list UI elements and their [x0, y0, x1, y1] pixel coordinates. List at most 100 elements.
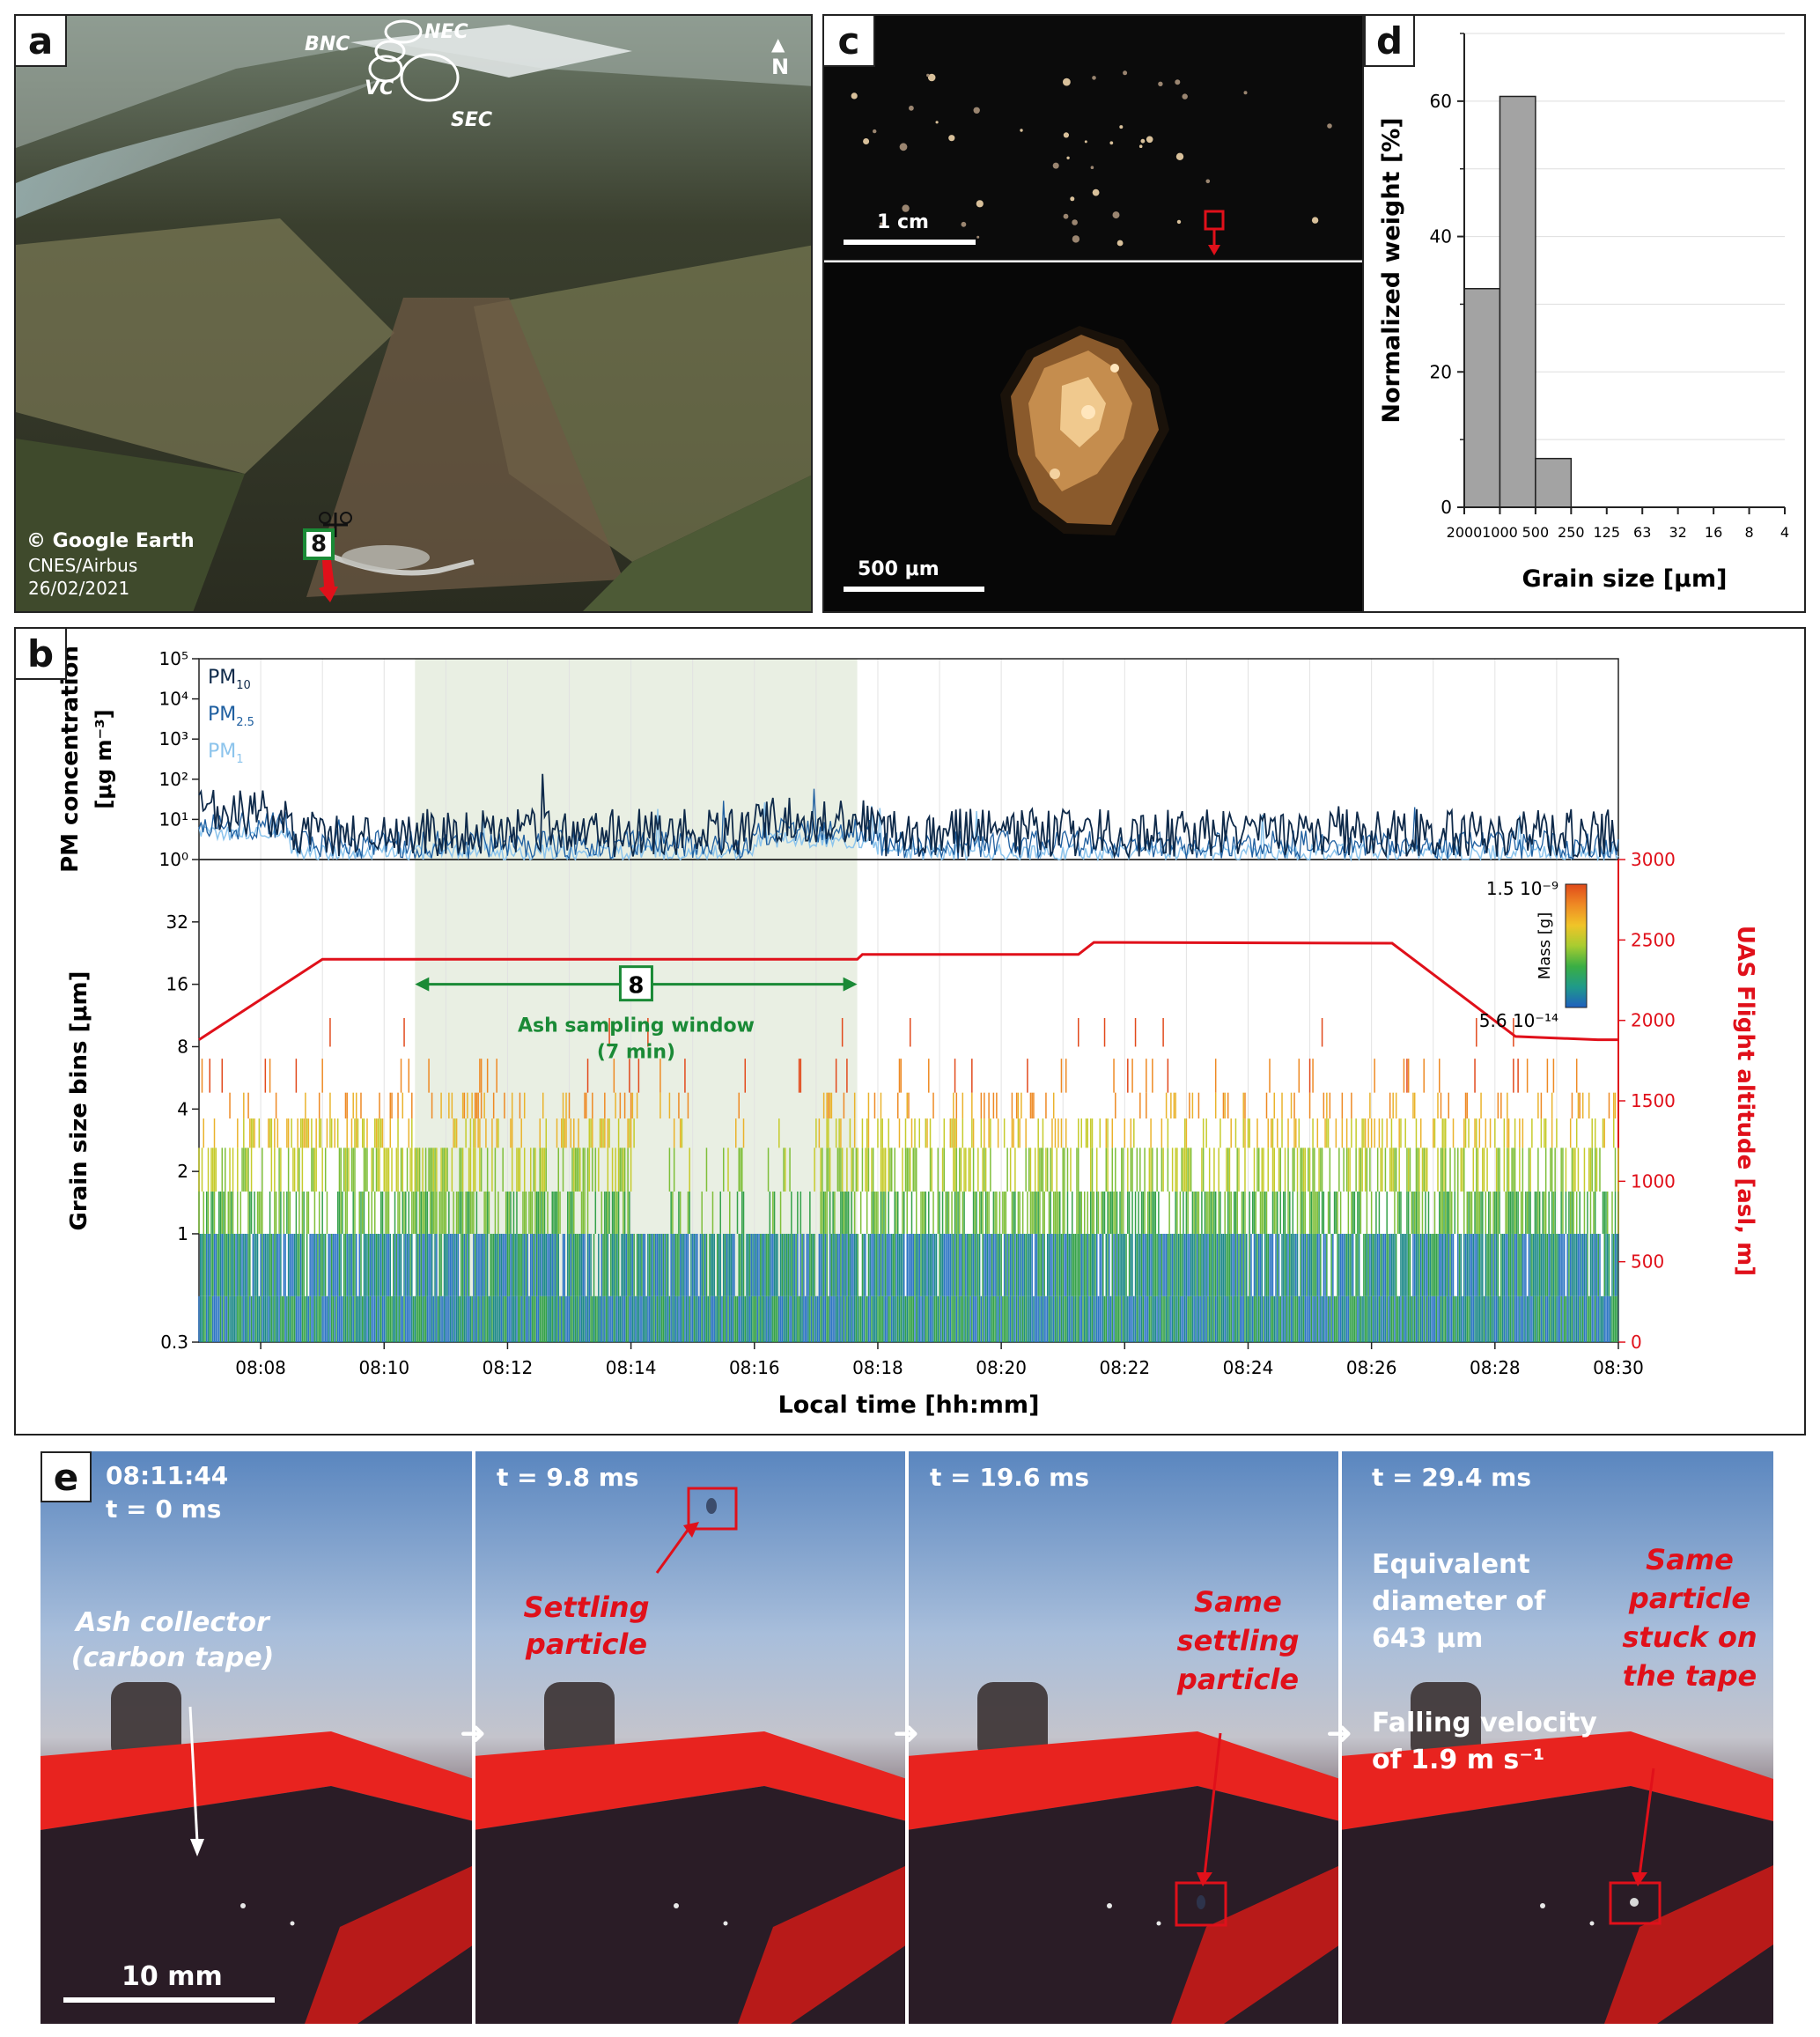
credit-line-1: © Google Earth — [26, 530, 195, 552]
crater-label-vc: VC — [365, 77, 394, 100]
ash-speck — [973, 107, 980, 114]
ash-speck — [1140, 138, 1146, 144]
red-collector-edge — [738, 1865, 907, 2024]
grain-y-tick-label: 4 — [177, 1098, 188, 1119]
ash-speck — [927, 73, 936, 82]
ash-speck — [880, 222, 883, 225]
scale-label-bottom: 500 μm — [858, 558, 939, 580]
y-tick-label: 20 — [1430, 361, 1452, 382]
alt-y-tick-label: 1500 — [1631, 1090, 1676, 1111]
red-collector-edge — [1171, 1865, 1340, 2024]
colorbar-max-label: 1.5 10⁻⁹ — [1486, 878, 1558, 899]
ash-speck — [1063, 213, 1069, 219]
alt-y-tick-label: 500 — [1631, 1251, 1664, 1273]
x-tick-label: 08:22 — [1099, 1357, 1150, 1378]
red-collector-edge — [305, 1865, 474, 2024]
panel-e: ➜ ➜ ➜ e 08:11:44 t = 0 ms t = 9.8 ms t =… — [41, 1451, 1779, 2024]
legend-PM1: PM1 — [208, 741, 244, 766]
ash-speck — [1205, 179, 1211, 184]
pm-y-axis-label: PM concentration — [57, 646, 84, 873]
x-tick-label: 08:12 — [483, 1357, 534, 1378]
altitude-line — [198, 941, 1618, 1042]
panel-e-label: e — [41, 1451, 92, 1502]
zoom-box — [1204, 210, 1225, 231]
ash-speck — [1119, 125, 1124, 129]
ash-speck — [1176, 219, 1182, 225]
tape-speck — [1156, 1921, 1161, 1926]
x-tick-label: 63 — [1633, 524, 1651, 541]
ash-speck — [1092, 188, 1100, 196]
microscope-images — [824, 16, 1362, 611]
y-tick-label: 0 — [1441, 497, 1452, 518]
legend-PM2-5: PM2.5 — [208, 704, 254, 729]
ash-speck — [1243, 91, 1248, 95]
frame-4-t: t = 29.4 ms — [1372, 1463, 1532, 1492]
red-collector-frame — [41, 1731, 474, 1830]
ash-speck — [1146, 136, 1153, 144]
velocity-line-1: Falling velocity — [1372, 1708, 1597, 1738]
tape-speck — [674, 1903, 679, 1908]
tape-speck — [1107, 1903, 1112, 1908]
pm-y-tick-label: 10⁴ — [159, 689, 188, 710]
window-site-label: 8 — [628, 973, 644, 1000]
y-tick-label: 60 — [1430, 91, 1452, 112]
high-speed-frames: ➜ ➜ ➜ — [41, 1451, 1773, 2024]
x-tick-label: 250 — [1558, 524, 1585, 541]
ash-speck — [1327, 123, 1332, 129]
ash-speck — [1182, 93, 1188, 100]
diameter-line-3: 643 μm — [1372, 1623, 1484, 1654]
ash-speck — [961, 221, 967, 227]
legend-PM10: PM10 — [208, 667, 251, 692]
alt-y-tick-label: 2500 — [1631, 929, 1676, 950]
x-tick-label: 8 — [1744, 524, 1753, 541]
alt-y-tick-label: 1000 — [1631, 1170, 1676, 1192]
pm-y-tick-label: 10⁵ — [159, 648, 188, 669]
x-tick-label: 08:16 — [729, 1357, 780, 1378]
panel-b-label: b — [16, 629, 67, 680]
settling-label-1: Settling — [523, 1590, 650, 1624]
collector-label-1: Ash collector — [76, 1607, 269, 1638]
tape-speck — [1589, 1921, 1595, 1926]
grain-y-axis-label: Grain size bins [μm] — [66, 971, 92, 1231]
ash-speck — [1175, 152, 1184, 160]
ash-speck — [1063, 77, 1071, 86]
ash-speck — [863, 138, 870, 144]
pm-y-tick-label: 10³ — [159, 728, 188, 749]
x-tick-label: 08:24 — [1223, 1357, 1274, 1378]
crater-outline-vc — [368, 55, 403, 83]
ash-speck — [1084, 140, 1087, 144]
panel-a-label: a — [16, 16, 67, 67]
x-tick-label: 1000 — [1482, 524, 1518, 541]
red-collector-frame — [474, 1731, 907, 1830]
window-arrow-left — [415, 977, 430, 992]
tape-speck — [1540, 1903, 1545, 1908]
same-stuck-2: particle — [1628, 1582, 1751, 1615]
frame-arrow-3: ➜ — [1326, 1716, 1352, 1752]
ash-speck — [926, 73, 930, 77]
tape-speck — [290, 1921, 295, 1926]
ash-speck — [1072, 235, 1080, 243]
frame-2-t: t = 9.8 ms — [497, 1463, 639, 1492]
collector-label-2: (carbon tape) — [70, 1642, 275, 1673]
x-tick-label: 08:18 — [852, 1357, 903, 1378]
panel-c: c 1 cm 500 μm — [822, 14, 1364, 613]
ash-speck — [935, 121, 939, 124]
red-collector-frame — [1340, 1731, 1773, 1830]
credit-line-2: CNES/Airbus — [28, 555, 138, 576]
crater-outline-nec — [384, 19, 423, 44]
ash-speck — [1070, 196, 1075, 202]
frame-1-time: 08:11:44 — [106, 1461, 229, 1490]
window-site-box — [618, 965, 653, 1002]
scale-bar-bottom — [844, 587, 984, 592]
north-arrow-icon: ▲ — [771, 33, 785, 55]
same-settling-2: settling — [1176, 1624, 1300, 1657]
histogram-bar — [1535, 457, 1573, 508]
grain-y-tick-label: 2 — [177, 1161, 188, 1182]
ash-speck — [1063, 132, 1069, 138]
red-collector-edge — [1604, 1865, 1773, 2024]
tape-speck — [240, 1903, 246, 1908]
direction-arrow — [319, 560, 338, 602]
x-tick-label: 08:20 — [976, 1357, 1027, 1378]
ash-speck — [1109, 141, 1114, 145]
crater-label-nec: NEC — [424, 21, 468, 43]
